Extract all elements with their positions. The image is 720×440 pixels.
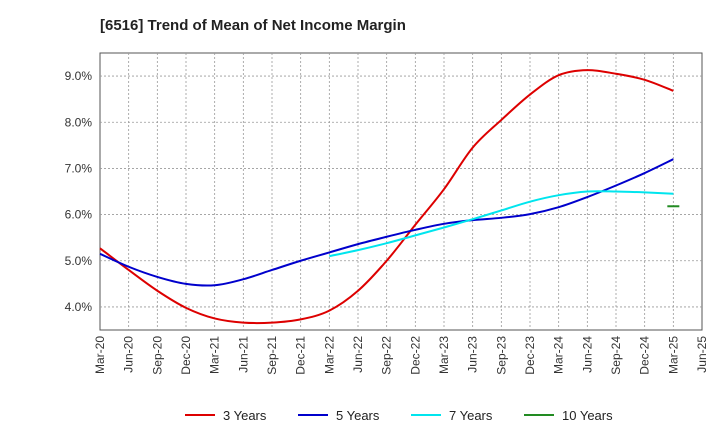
y-tick-label: 9.0% xyxy=(65,69,93,83)
legend-label-5-years: 5 Years xyxy=(336,408,380,423)
x-tick-label: Dec-21 xyxy=(294,336,308,375)
x-tick-label: Sep-21 xyxy=(265,336,279,375)
x-tick-label: Sep-20 xyxy=(150,336,164,375)
x-tick-label: Jun-22 xyxy=(351,336,365,373)
x-tick-label: Sep-24 xyxy=(609,336,623,375)
x-tick-label: Dec-22 xyxy=(408,336,422,375)
chart-title: [6516] Trend of Mean of Net Income Margi… xyxy=(100,17,406,34)
series-line-5-years xyxy=(99,158,674,287)
x-tick-label: Sep-23 xyxy=(494,336,508,375)
x-tick-label: Jun-25 xyxy=(695,336,709,373)
x-tick-label: Mar-23 xyxy=(437,336,451,374)
series-line-7-years xyxy=(329,190,674,258)
x-tick-label: Mar-25 xyxy=(666,336,680,374)
x-tick-label: Sep-22 xyxy=(380,336,394,375)
y-axis: 4.0% 5.0% 6.0% 7.0% 8.0% 9.0% xyxy=(65,69,93,314)
x-tick-label: Mar-22 xyxy=(322,336,336,374)
legend-label-3-years: 3 Years xyxy=(223,408,267,423)
x-tick-label: Jun-23 xyxy=(466,336,480,373)
series-layer xyxy=(99,69,680,325)
x-tick-label: Dec-23 xyxy=(523,336,537,375)
y-tick-label: 6.0% xyxy=(65,208,93,222)
y-tick-label: 8.0% xyxy=(65,115,93,129)
grid xyxy=(100,53,702,330)
legend-label-10-years: 10 Years xyxy=(562,408,613,423)
x-tick-label: Mar-20 xyxy=(93,336,107,374)
x-tick-label: Jun-21 xyxy=(236,336,250,373)
legend: 3 Years 5 Years 7 Years 10 Years xyxy=(185,408,613,423)
x-tick-label: Mar-24 xyxy=(552,336,566,374)
series-line-3-years xyxy=(99,69,674,325)
x-tick-label: Dec-24 xyxy=(638,336,652,375)
x-tick-label: Jun-24 xyxy=(580,336,594,373)
x-tick-label: Mar-21 xyxy=(208,336,222,374)
legend-label-7-years: 7 Years xyxy=(449,408,493,423)
y-tick-label: 5.0% xyxy=(65,254,93,268)
y-tick-label: 4.0% xyxy=(65,300,93,314)
x-tick-label: Dec-20 xyxy=(179,336,193,375)
y-tick-label: 7.0% xyxy=(65,161,93,175)
x-axis: Mar-20 Jun-20 Sep-20 Dec-20 Mar-21 Jun-21 Sep-… xyxy=(93,336,709,375)
x-tick-label: Jun-20 xyxy=(122,336,136,373)
